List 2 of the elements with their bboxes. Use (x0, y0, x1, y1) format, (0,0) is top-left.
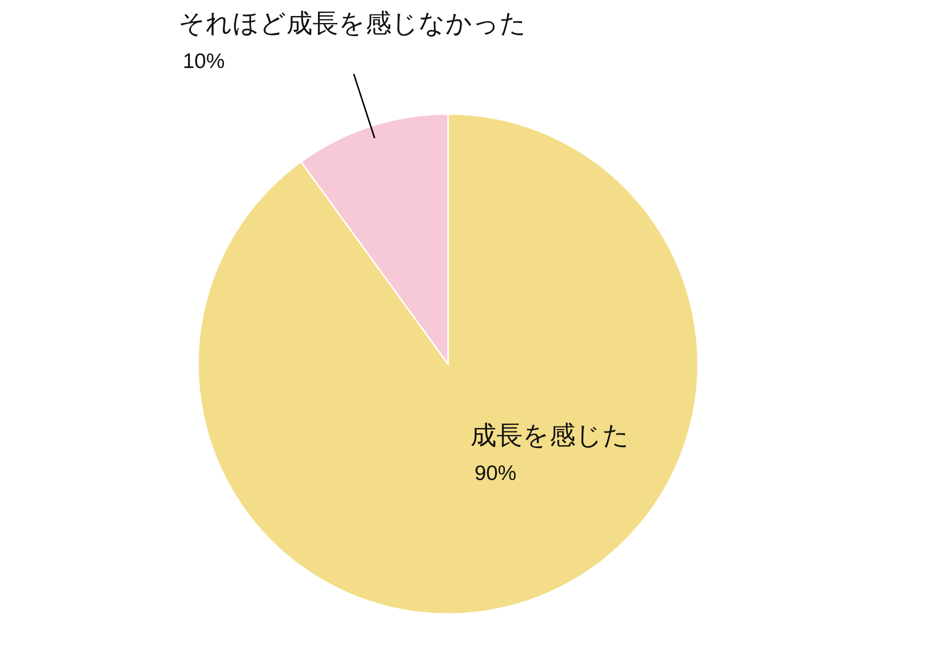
data-label: 10% (182, 50, 225, 73)
slice-label: それほど成長を感じなかった (178, 8, 527, 39)
